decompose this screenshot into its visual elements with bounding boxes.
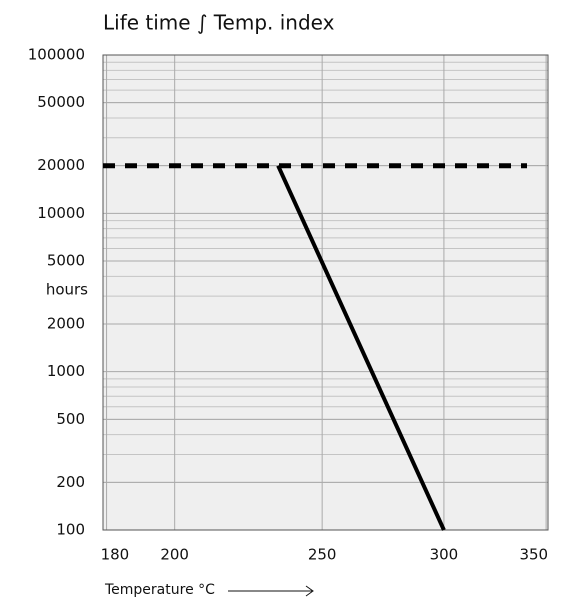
y-tick-label: 50000 — [37, 93, 85, 111]
y-axis-label: hours — [46, 281, 88, 299]
line — [276, 164, 446, 531]
y-tick-label: 200 — [56, 473, 85, 491]
y-tick-label: 20000 — [37, 156, 85, 174]
x-axis-arrow — [228, 585, 314, 597]
y-tick-label: 1000 — [47, 362, 85, 380]
y-tick-label: 100 — [56, 521, 85, 539]
plot-area — [102, 54, 549, 531]
x-tick-label: 200 — [160, 546, 189, 564]
x-tick-label: 300 — [430, 546, 459, 564]
y-tick-label: 500 — [56, 410, 85, 428]
y-tick-label: 100000 — [28, 46, 85, 64]
chart-title: Life time ∫ Temp. index — [103, 11, 335, 35]
y-tick-label: 5000 — [47, 251, 85, 269]
arrow-head — [305, 585, 314, 597]
x-tick-label: 250 — [308, 546, 337, 564]
y-tick-label: 2000 — [47, 315, 85, 333]
y-tick-label: 10000 — [37, 204, 85, 222]
x-axis-label: Temperature °C — [104, 582, 215, 598]
x-tick-label: 180 — [101, 546, 130, 564]
plot-frame — [102, 54, 549, 531]
x-tick-label: 350 — [519, 546, 548, 564]
